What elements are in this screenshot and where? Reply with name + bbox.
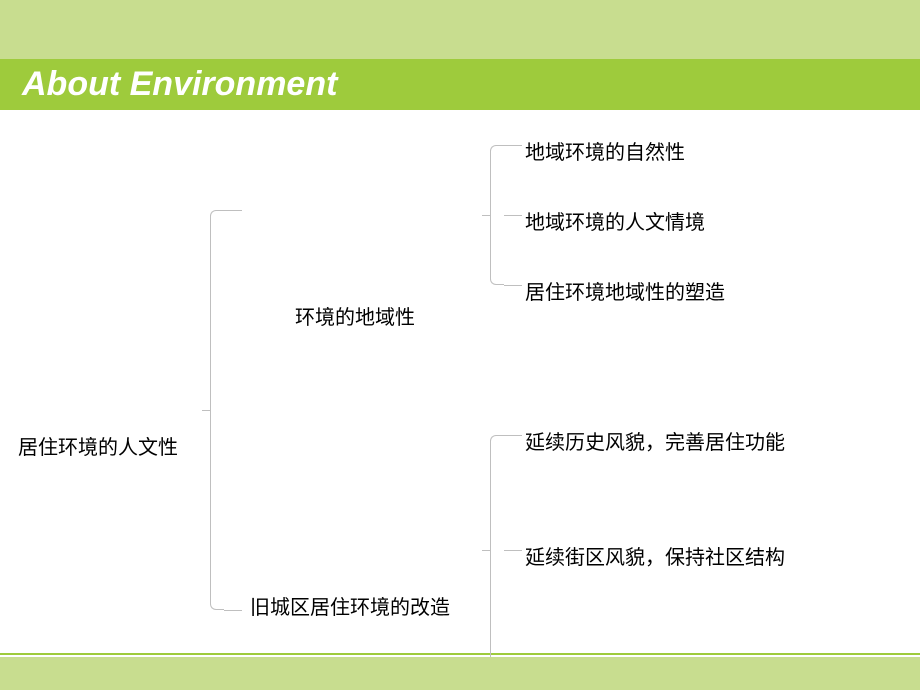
tree-diagram: 居住环境的人文性 环境的地域性 地域环境的自然性地域环境的人文情境居住环境地域性的塑… — [0, 110, 920, 655]
bracket-tick — [504, 550, 522, 551]
bracket-tick — [504, 145, 522, 146]
tree-node: 旧城区居住环境的改造 — [250, 591, 450, 620]
tree-node: 延续街区风貌，保持社区结构 — [525, 541, 785, 570]
tree-bracket — [490, 145, 504, 285]
bracket-tick — [504, 215, 522, 216]
bracket-tick — [224, 610, 242, 611]
top-band — [0, 0, 920, 59]
bracket-tick — [224, 210, 242, 211]
tree-node: 延续历史风貌，完善居住功能 — [525, 426, 785, 455]
tree-node: 居住环境地域性的塑造 — [525, 276, 725, 305]
page-title: About Environment — [22, 65, 337, 104]
tree-bracket — [490, 435, 504, 665]
bracket-stem — [482, 550, 490, 551]
bracket-tick — [504, 285, 522, 286]
bracket-stem — [482, 215, 490, 216]
title-bar: About Environment — [0, 59, 920, 110]
tree-node: 地域环境的人文情境 — [525, 206, 705, 235]
tree-node: 居住环境的人文性 — [18, 431, 178, 460]
tree-node: 环境的地域性 — [295, 301, 415, 330]
bracket-tick — [504, 435, 522, 436]
bottom-band — [0, 657, 920, 690]
tree-bracket — [210, 210, 224, 610]
bracket-stem — [202, 410, 210, 411]
tree-node: 地域环境的自然性 — [525, 136, 685, 165]
